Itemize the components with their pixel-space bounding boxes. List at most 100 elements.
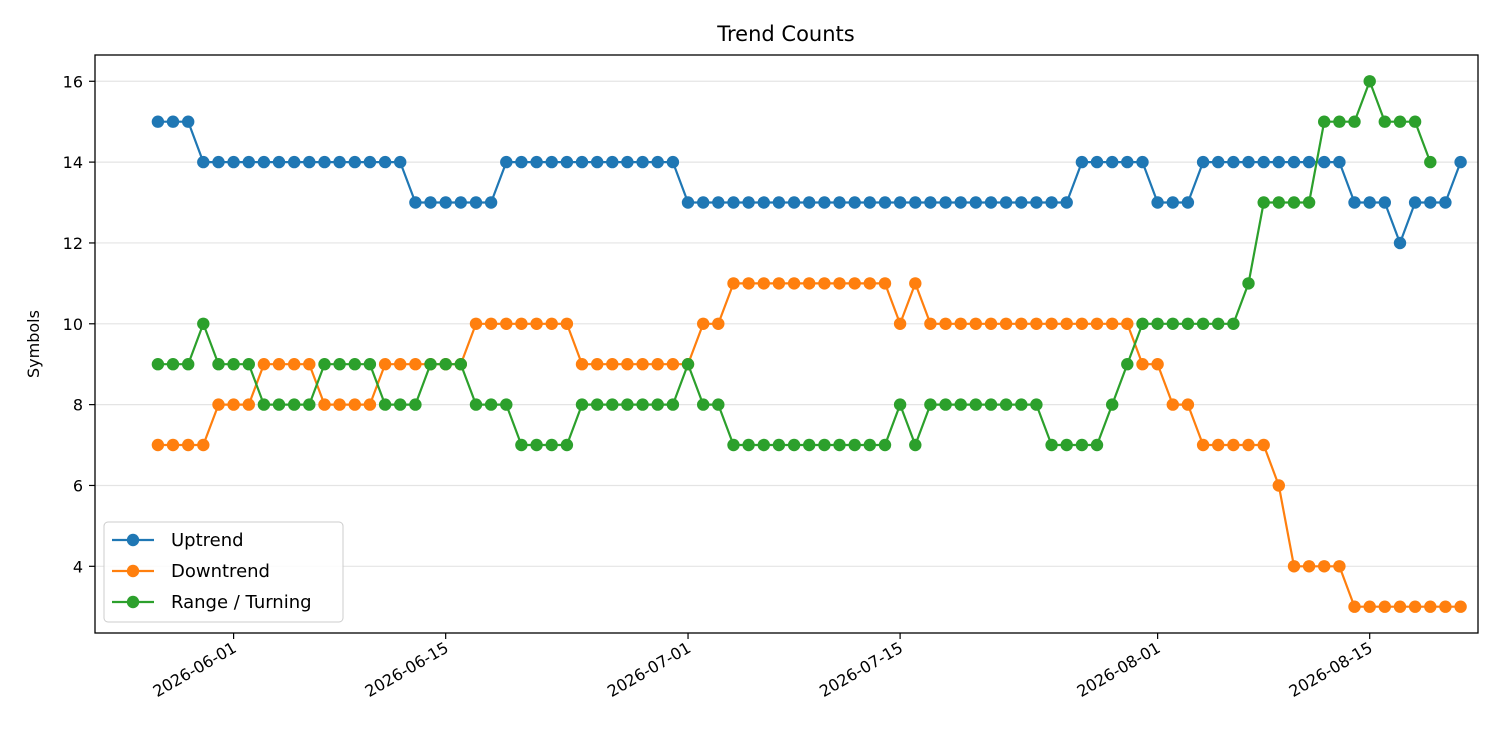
series-2-point-15 xyxy=(378,398,392,411)
series-0-point-75 xyxy=(1287,155,1301,169)
series-2-point-52 xyxy=(939,398,952,411)
series-2-point-26 xyxy=(545,438,558,452)
series-2-point-76 xyxy=(1302,196,1316,209)
y-tick-label-12: 12 xyxy=(63,234,83,253)
series-0-point-38 xyxy=(727,196,740,209)
series-0-point-70 xyxy=(1212,155,1225,169)
series-0-point-12 xyxy=(333,155,346,169)
series-1-point-57 xyxy=(1015,317,1028,330)
series-2-point-28 xyxy=(575,398,589,411)
series-2-point-67 xyxy=(1166,317,1180,330)
series-1-point-79 xyxy=(1348,600,1361,613)
series-2-point-49 xyxy=(893,398,907,411)
series-1-point-78 xyxy=(1333,560,1346,573)
series-2-point-72 xyxy=(1242,277,1255,290)
series-2-point-54 xyxy=(969,398,982,411)
series-1-point-65 xyxy=(1136,358,1149,371)
series-0-point-83 xyxy=(1408,196,1422,209)
series-2-point-4 xyxy=(212,358,225,371)
y-axis-label: Symbols xyxy=(24,310,43,378)
series-0-point-1 xyxy=(166,115,180,128)
series-2-point-21 xyxy=(469,398,483,411)
series-0-point-77 xyxy=(1318,155,1331,169)
series-0-point-40 xyxy=(757,196,770,209)
series-0-point-19 xyxy=(439,196,452,209)
series-0-point-71 xyxy=(1227,155,1240,169)
series-2 xyxy=(151,75,1437,452)
series-1-point-1 xyxy=(166,438,180,452)
series-0-point-14 xyxy=(363,155,377,169)
series-2-point-32 xyxy=(636,398,649,411)
series-1-point-28 xyxy=(575,358,589,371)
series-0-point-49 xyxy=(893,196,907,209)
series-1-point-23 xyxy=(500,317,513,330)
series-0-point-69 xyxy=(1196,155,1210,169)
series-1-point-27 xyxy=(560,317,574,330)
series-1-point-50 xyxy=(909,277,922,290)
series-0-point-67 xyxy=(1166,196,1180,209)
series-0-point-35 xyxy=(681,196,695,209)
y-tick-label-6: 6 xyxy=(73,476,83,495)
y-tick-label-10: 10 xyxy=(63,315,83,334)
series-1-point-64 xyxy=(1121,317,1134,330)
series-2-point-10 xyxy=(303,398,316,411)
series-0-point-26 xyxy=(545,155,558,169)
series-1-point-25 xyxy=(530,317,543,330)
series-2-point-16 xyxy=(394,398,407,411)
series-2-point-37 xyxy=(712,398,725,411)
series-1-point-37 xyxy=(712,317,725,330)
y-tick-label-8: 8 xyxy=(73,396,83,415)
series-2-point-48 xyxy=(878,438,892,452)
series-2-point-14 xyxy=(363,358,377,371)
series-1-point-61 xyxy=(1075,317,1089,330)
series-0-point-27 xyxy=(560,155,574,169)
series-1-point-14 xyxy=(363,398,377,411)
series-2-point-69 xyxy=(1196,317,1210,330)
series-1-point-80 xyxy=(1363,600,1376,613)
series-2-point-30 xyxy=(606,398,619,411)
series-2-point-0 xyxy=(151,358,165,371)
series-1-point-10 xyxy=(303,358,316,371)
series-2-point-34 xyxy=(666,398,680,411)
series-1-point-47 xyxy=(863,277,876,290)
series-0-point-74 xyxy=(1272,155,1286,169)
series-0-point-64 xyxy=(1121,155,1134,169)
series-2-point-63 xyxy=(1106,398,1119,411)
series-1-point-21 xyxy=(469,317,483,330)
series-1-point-48 xyxy=(878,277,892,290)
series-1-point-26 xyxy=(545,317,558,330)
series-0-point-44 xyxy=(818,196,831,209)
plot-frame xyxy=(94,54,1479,634)
series-0-point-82 xyxy=(1393,236,1407,250)
series-2-point-8 xyxy=(272,398,286,411)
series-1-point-62 xyxy=(1090,317,1104,330)
series-0-point-41 xyxy=(772,196,786,209)
series-2-point-40 xyxy=(757,438,770,452)
series-1-point-52 xyxy=(939,317,952,330)
series-1-point-24 xyxy=(515,317,528,330)
series-1 xyxy=(151,277,1467,613)
series-1-point-41 xyxy=(772,277,786,290)
series-1-point-58 xyxy=(1030,317,1043,330)
series-0-point-3 xyxy=(197,155,210,169)
series-1-point-22 xyxy=(484,317,498,330)
series-2-point-71 xyxy=(1227,317,1240,330)
y-tick-label-14: 14 xyxy=(63,153,83,172)
series-1-point-85 xyxy=(1439,600,1452,613)
series-1-point-59 xyxy=(1045,317,1058,330)
series-1-point-7 xyxy=(257,358,271,371)
series-0-point-21 xyxy=(469,196,483,209)
series-2-point-3 xyxy=(197,317,210,330)
series-0-point-7 xyxy=(257,155,271,169)
series-1-point-4 xyxy=(212,398,225,411)
series-0-point-20 xyxy=(454,196,467,209)
legend-marker-1 xyxy=(126,564,140,578)
series-0-point-31 xyxy=(621,155,634,169)
series-2-point-61 xyxy=(1075,438,1089,452)
series-1-point-55 xyxy=(984,317,998,330)
series-1-point-67 xyxy=(1166,398,1180,411)
series-0-point-15 xyxy=(378,155,392,169)
series-0-point-8 xyxy=(272,155,286,169)
series-2-point-53 xyxy=(954,398,967,411)
series-0-point-43 xyxy=(803,196,816,209)
